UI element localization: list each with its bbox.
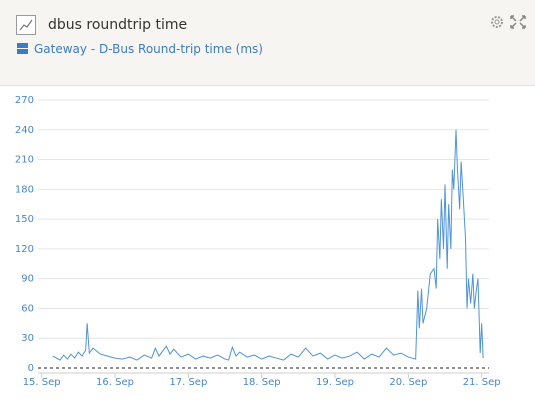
chart: 0 30 60 90 120 150 180 210 240 270 15. Sep 16. Sep 1… <box>15 95 501 388</box>
widget-header: dbus roundtrip time Gateway - D-Bus Roun… <box>0 0 535 86</box>
y-tick-label: 120 <box>15 244 34 255</box>
data-line <box>52 129 484 361</box>
y-tick-label: 30 <box>21 333 34 344</box>
widget-subtitle[interactable]: Gateway - D-Bus Round-trip time (ms) <box>34 42 263 56</box>
y-tick-label: 210 <box>15 155 34 166</box>
y-tick-label: 240 <box>15 125 34 136</box>
x-tick-label: 21. Sep <box>463 377 501 388</box>
x-tick-label: 16. Sep <box>96 377 134 388</box>
x-tick-label: 19. Sep <box>316 377 354 388</box>
x-tick-label: 17. Sep <box>169 377 207 388</box>
x-tick-label: 18. Sep <box>243 377 281 388</box>
y-tick-label: 60 <box>21 303 34 314</box>
widget-title: dbus roundtrip time <box>48 17 188 33</box>
x-tick-label: 15. Sep <box>23 377 61 388</box>
server-icon <box>17 43 28 54</box>
y-tick-label: 150 <box>15 214 34 225</box>
chart-icon <box>16 15 36 35</box>
y-tick-label: 0 <box>28 363 34 374</box>
y-tick-label: 180 <box>15 184 34 195</box>
y-tick-label: 90 <box>21 274 34 285</box>
widget-controls[interactable] <box>490 15 526 31</box>
y-tick-label: 270 <box>15 95 34 106</box>
x-tick-label: 20. Sep <box>389 377 427 388</box>
